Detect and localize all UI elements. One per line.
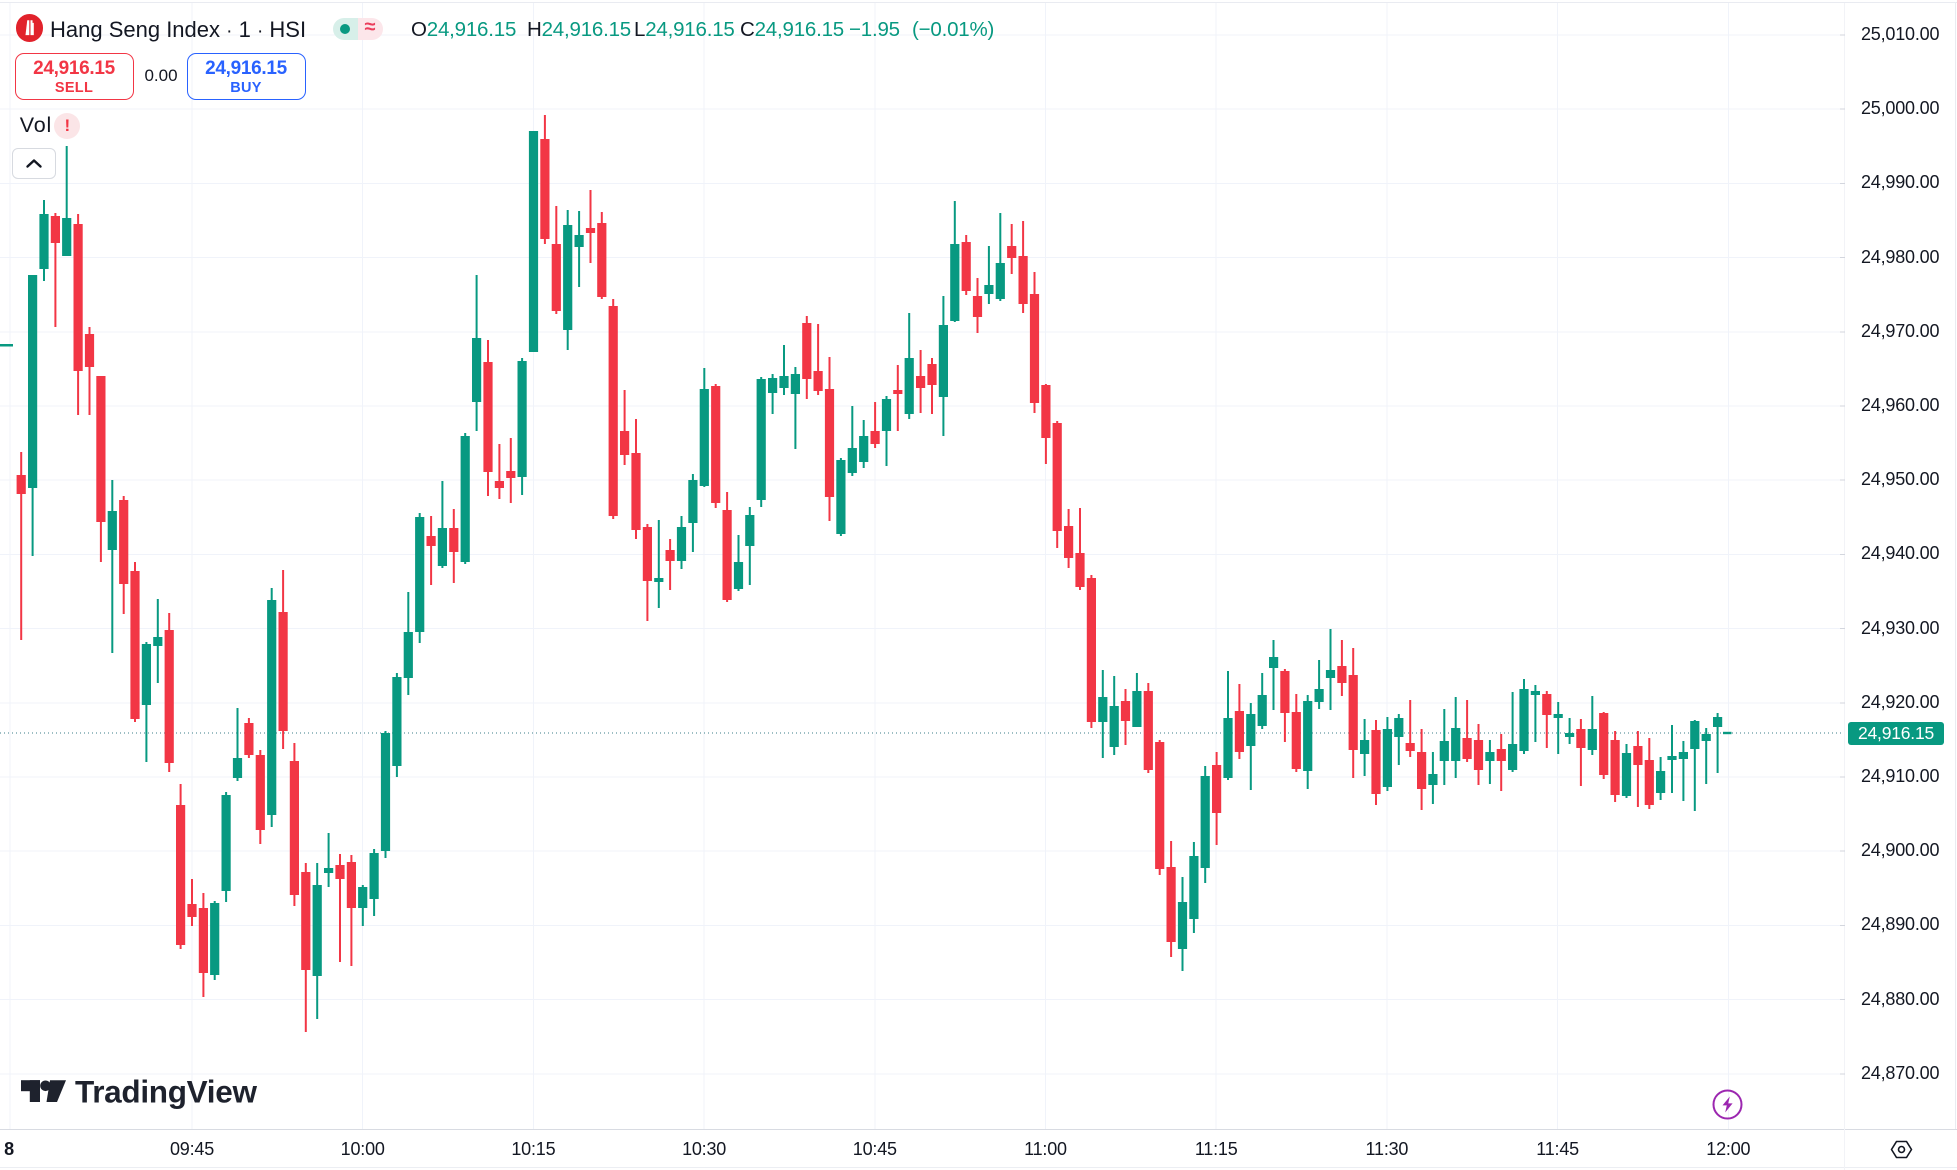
svg-text:TradingView: TradingView: [75, 1076, 257, 1110]
